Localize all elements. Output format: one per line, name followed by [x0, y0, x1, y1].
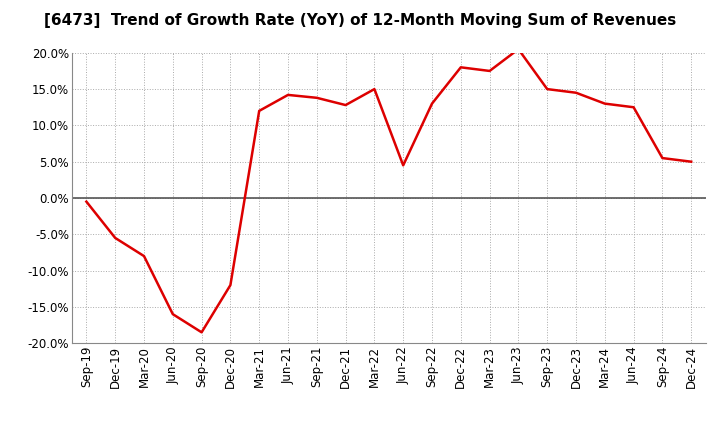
Text: [6473]  Trend of Growth Rate (YoY) of 12-Month Moving Sum of Revenues: [6473] Trend of Growth Rate (YoY) of 12-… [44, 13, 676, 28]
